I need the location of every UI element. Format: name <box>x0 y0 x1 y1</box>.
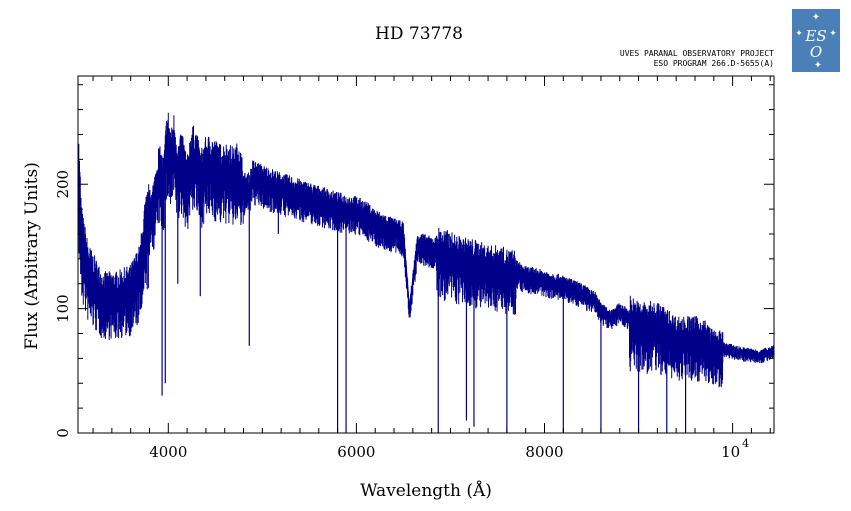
x-tick-label: 8000 <box>525 443 563 461</box>
y-tick-label: 200 <box>54 170 72 199</box>
y-axis-label: Flux (Arbitrary Units) <box>22 162 42 350</box>
x-axis-label: Wavelength (Å) <box>360 480 492 501</box>
plot-area: 4000 6000 8000 10 4 0 100 200 <box>54 75 775 461</box>
credit-line-2: ESO PROGRAM 266.D-5655(A) <box>654 59 774 68</box>
eso-logo-background <box>792 9 840 72</box>
y-tick-label: 100 <box>54 294 72 323</box>
eso-logo-star-icon: ✦ <box>814 60 822 71</box>
y-tick-label: 0 <box>54 428 72 438</box>
spectrum-series <box>77 112 775 433</box>
x-tick-label-power-exponent: 4 <box>742 437 749 450</box>
eso-logo-star-icon: ✦ <box>812 12 820 23</box>
x-tick-label: 4000 <box>149 443 187 461</box>
eso-logo-letters: ES <box>804 27 826 45</box>
eso-logo-star-icon: ✦ <box>795 29 803 39</box>
chart-title: HD 73778 <box>375 24 463 44</box>
y-axis-ticks: 0 100 200 <box>54 84 774 438</box>
plot-frame <box>77 75 775 434</box>
spectrum-continuum-line <box>77 134 775 355</box>
eso-logo-letter-o: O <box>810 43 822 61</box>
eso-logo-star-icon: ✦ <box>829 29 837 39</box>
eso-logo: ✦ ✦ ✦ ✦ ES O <box>792 9 840 72</box>
x-tick-label-power-base: 10 <box>721 443 740 461</box>
x-tick-label: 6000 <box>337 443 375 461</box>
credit-line-1: UVES PARANAL OBSERVATORY PROJECT <box>620 49 774 58</box>
x-axis-ticks: 4000 6000 8000 10 4 <box>92 76 771 461</box>
